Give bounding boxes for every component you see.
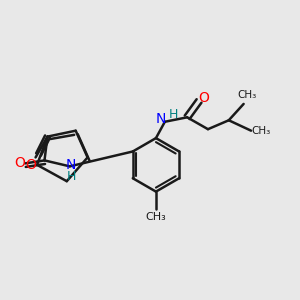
Text: H: H [169,108,178,121]
Text: O: O [198,91,209,105]
Text: CH₃: CH₃ [146,212,166,222]
Text: N: N [66,158,76,172]
Text: O: O [14,156,25,170]
Text: N: N [155,112,166,126]
Text: O: O [26,158,37,172]
Text: H: H [67,170,76,183]
Text: CH₃: CH₃ [252,126,271,136]
Text: CH₃: CH₃ [237,90,256,100]
